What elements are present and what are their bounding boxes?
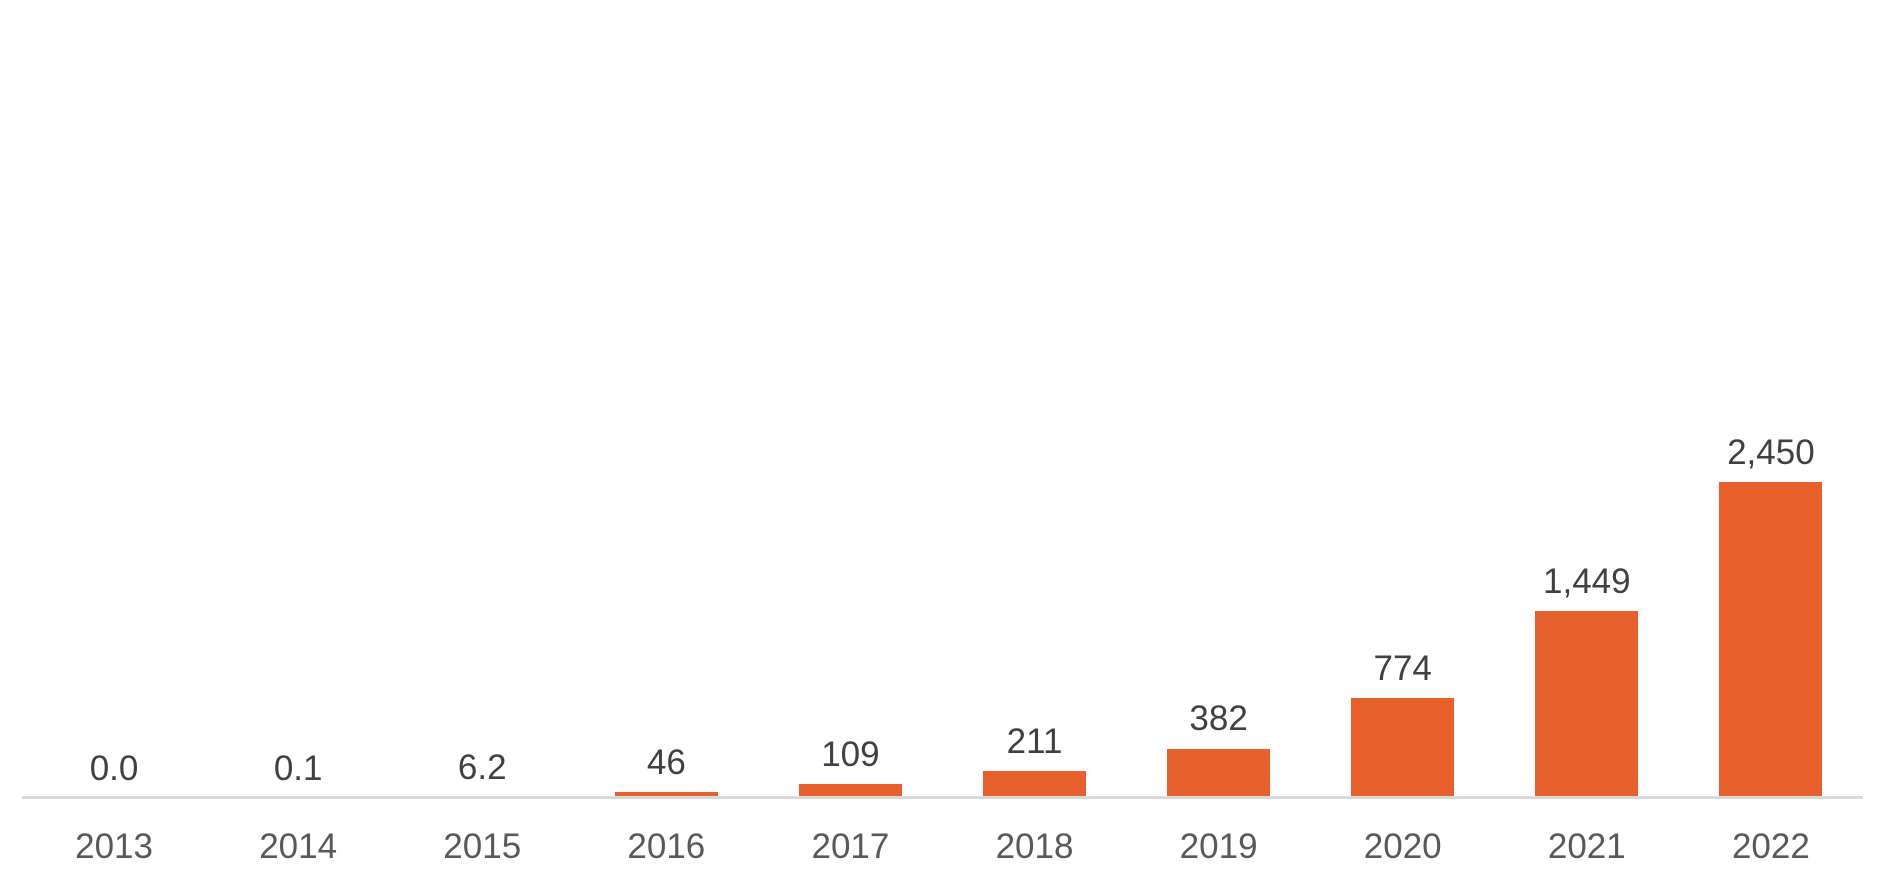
bar-value-label: 6.2 xyxy=(457,747,507,787)
bar-group-2019: 382 xyxy=(1127,699,1311,798)
bar-value-label: 774 xyxy=(1373,648,1432,688)
x-axis-label-2014: 2014 xyxy=(259,827,338,866)
bar-value-label: 0.0 xyxy=(89,748,139,788)
bar-value-label: 1,449 xyxy=(1543,561,1631,601)
bar-group-2021: 1,449 xyxy=(1495,562,1679,798)
bar-group-2018: 211 xyxy=(942,722,1126,798)
bar-group-2017: 109 xyxy=(758,735,942,798)
bar-2018[interactable] xyxy=(983,770,1087,798)
bar-2017[interactable] xyxy=(798,783,902,798)
bar-group-2016: 46 xyxy=(574,743,758,798)
bar-group-2014: 0.1 xyxy=(206,749,390,798)
bar-value-label: 2,450 xyxy=(1727,432,1815,472)
x-axis-label-2019: 2019 xyxy=(1179,827,1258,866)
x-axis-label-2022: 2022 xyxy=(1731,827,1810,866)
x-axis-label-2017: 2017 xyxy=(811,827,890,866)
bar-value-label: 0.1 xyxy=(273,748,323,788)
bar-2019[interactable] xyxy=(1167,748,1271,798)
bar-2021[interactable] xyxy=(1535,611,1639,798)
bar-group-2022: 2,450 xyxy=(1679,433,1863,798)
bars-row: 0.0 0.1 6.2 46 109 211 382 774 1,449 2,450 xyxy=(22,0,1863,798)
x-axis-line xyxy=(22,796,1863,799)
x-axis-label-2018: 2018 xyxy=(995,827,1074,866)
bar-2020[interactable] xyxy=(1351,698,1455,798)
bar-group-2015: 6.2 xyxy=(390,748,574,798)
bar-value-label: 109 xyxy=(821,734,880,774)
x-axis-label-2015: 2015 xyxy=(443,827,522,866)
bar-2022[interactable] xyxy=(1719,482,1823,798)
x-axis-label-2021: 2021 xyxy=(1547,827,1626,866)
plot-area: 0.0 0.1 6.2 46 109 211 382 774 1,449 2,450 2013 20… xyxy=(22,0,1863,889)
bar-value-label: 211 xyxy=(1006,721,1063,761)
x-axis-label-2016: 2016 xyxy=(627,827,706,866)
bar-2016[interactable] xyxy=(614,792,718,798)
bar-value-label: 382 xyxy=(1189,699,1248,739)
axis-labels-row: 2013 2014 2015 2016 2017 2018 2019 2020 2021 2022 xyxy=(22,827,1863,867)
x-axis-label-2013: 2013 xyxy=(75,827,153,866)
bar-group-2020: 774 xyxy=(1311,649,1495,798)
bar-group-2013: 0.0 xyxy=(22,749,206,798)
x-axis-label-2020: 2020 xyxy=(1363,827,1442,866)
bar-value-label: 46 xyxy=(646,742,686,782)
